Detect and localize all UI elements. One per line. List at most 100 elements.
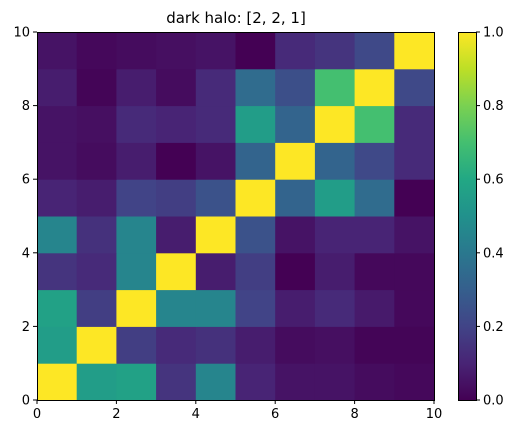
heatmap-cell: [37, 363, 78, 401]
heatmap-cell: [354, 252, 395, 291]
heatmap-cell: [354, 179, 395, 217]
heatmap-cell: [394, 252, 435, 291]
heatmap-cell: [354, 216, 395, 254]
chart-title: dark halo: [2, 2, 1]: [166, 9, 306, 27]
y-tick-label: 4: [22, 246, 30, 261]
heatmap-cell: [275, 105, 316, 143]
heatmap-cell: [37, 216, 78, 254]
y-tick-label: 2: [22, 320, 30, 335]
heatmap-cell: [156, 216, 197, 254]
heatmap-cell: [314, 32, 356, 70]
heatmap-cell: [116, 216, 157, 254]
y-tick-label: 10: [13, 26, 30, 41]
heatmap-cell: [394, 363, 435, 401]
heatmap-cell: [156, 105, 197, 143]
heatmap-cell: [235, 68, 276, 107]
heatmap-cell: [76, 105, 117, 143]
heatmap-cell: [394, 105, 435, 143]
heatmap-cell: [37, 32, 78, 70]
heatmap-cell: [314, 326, 356, 364]
heatmap-cell: [394, 68, 435, 107]
heatmap-cell: [195, 142, 236, 180]
heatmap-cell: [116, 363, 157, 401]
heatmap-cell: [314, 289, 356, 327]
heatmap-cell: [195, 105, 236, 143]
heatmap-cell: [354, 105, 395, 143]
heatmap-cell: [314, 179, 356, 217]
colorbar-axis: 0.0 0.2 0.4 0.6 0.8 1.0: [476, 26, 504, 409]
heatmap-cell: [116, 68, 157, 107]
heatmap-cell: [116, 105, 157, 143]
y-tick-label: 6: [22, 173, 30, 188]
heatmap-cell: [354, 363, 395, 401]
heatmap-cell: [235, 216, 276, 254]
heatmap-cell: [354, 326, 395, 364]
y-axis: 0 2 4 6 8 10: [13, 26, 37, 409]
heatmap-cell: [314, 363, 356, 401]
heatmap-cell: [275, 289, 316, 327]
x-tick-label: 8: [350, 407, 358, 422]
x-tick-label: 10: [426, 407, 443, 422]
x-axis: 0 2 4 6 8 10: [33, 400, 442, 422]
heatmap-cell: [116, 142, 157, 180]
heatmap-cell: [275, 363, 316, 401]
heatmap-cell: [394, 289, 435, 327]
heatmap-cell: [156, 68, 197, 107]
heatmap-cell: [314, 216, 356, 254]
heatmap-cell: [156, 142, 197, 180]
heatmap-cell: [116, 252, 157, 291]
heatmap-cell: [37, 326, 78, 364]
heatmap-cell: [37, 105, 78, 143]
heatmap-cell: [37, 142, 78, 180]
colorbar-tick-label: 1.0: [483, 26, 504, 41]
heatmap-cell: [394, 32, 435, 70]
heatmap-cell: [76, 32, 117, 70]
heatmap-cell: [275, 142, 316, 180]
y-tick-label: 0: [22, 394, 30, 409]
y-tick-label: 8: [22, 99, 30, 114]
heatmap-cell: [275, 32, 316, 70]
heatmap-cell: [37, 252, 78, 291]
heatmap-cell: [37, 289, 78, 327]
heatmap-cells: [37, 32, 435, 401]
heatmap-cell: [37, 68, 78, 107]
heatmap-cell: [156, 289, 197, 327]
heatmap-cell: [156, 252, 197, 291]
heatmap-cell: [275, 68, 316, 107]
colorbar-tick-label: 0.8: [483, 99, 504, 114]
heatmap-cell: [235, 32, 276, 70]
heatmap-cell: [156, 32, 197, 70]
heatmap-cell: [235, 179, 276, 217]
heatmap-cell: [314, 252, 356, 291]
heatmap-cell: [314, 68, 356, 107]
colorbar-tick-label: 0.4: [483, 246, 504, 261]
heatmap-cell: [76, 289, 117, 327]
colorbar-tick-label: 0.2: [483, 320, 504, 335]
heatmap-cell: [195, 252, 236, 291]
heatmap-cell: [116, 289, 157, 327]
heatmap-cell: [116, 179, 157, 217]
heatmap-cell: [116, 326, 157, 364]
heatmap-cell: [235, 252, 276, 291]
heatmap-cell: [394, 142, 435, 180]
heatmap-cell: [195, 216, 236, 254]
heatmap-cell: [37, 179, 78, 217]
heatmap-cell: [195, 32, 236, 70]
heatmap-cell: [354, 68, 395, 107]
heatmap-cell: [195, 289, 236, 327]
heatmap-cell: [235, 142, 276, 180]
heatmap-cell: [314, 105, 356, 143]
colorbar-frame: [458, 32, 477, 401]
heatmap-cell: [195, 326, 236, 364]
heatmap-cell: [76, 216, 117, 254]
x-tick-label: 2: [112, 407, 120, 422]
heatmap-cell: [76, 179, 117, 217]
x-tick-label: 6: [271, 407, 279, 422]
heatmap-cell: [394, 326, 435, 364]
heatmap-cell: [235, 363, 276, 401]
heatmap-cell: [76, 252, 117, 291]
heatmap-cell: [195, 363, 236, 401]
heatmap-cell: [275, 216, 316, 254]
heatmap-cell: [275, 252, 316, 291]
x-tick-label: 0: [33, 407, 41, 422]
